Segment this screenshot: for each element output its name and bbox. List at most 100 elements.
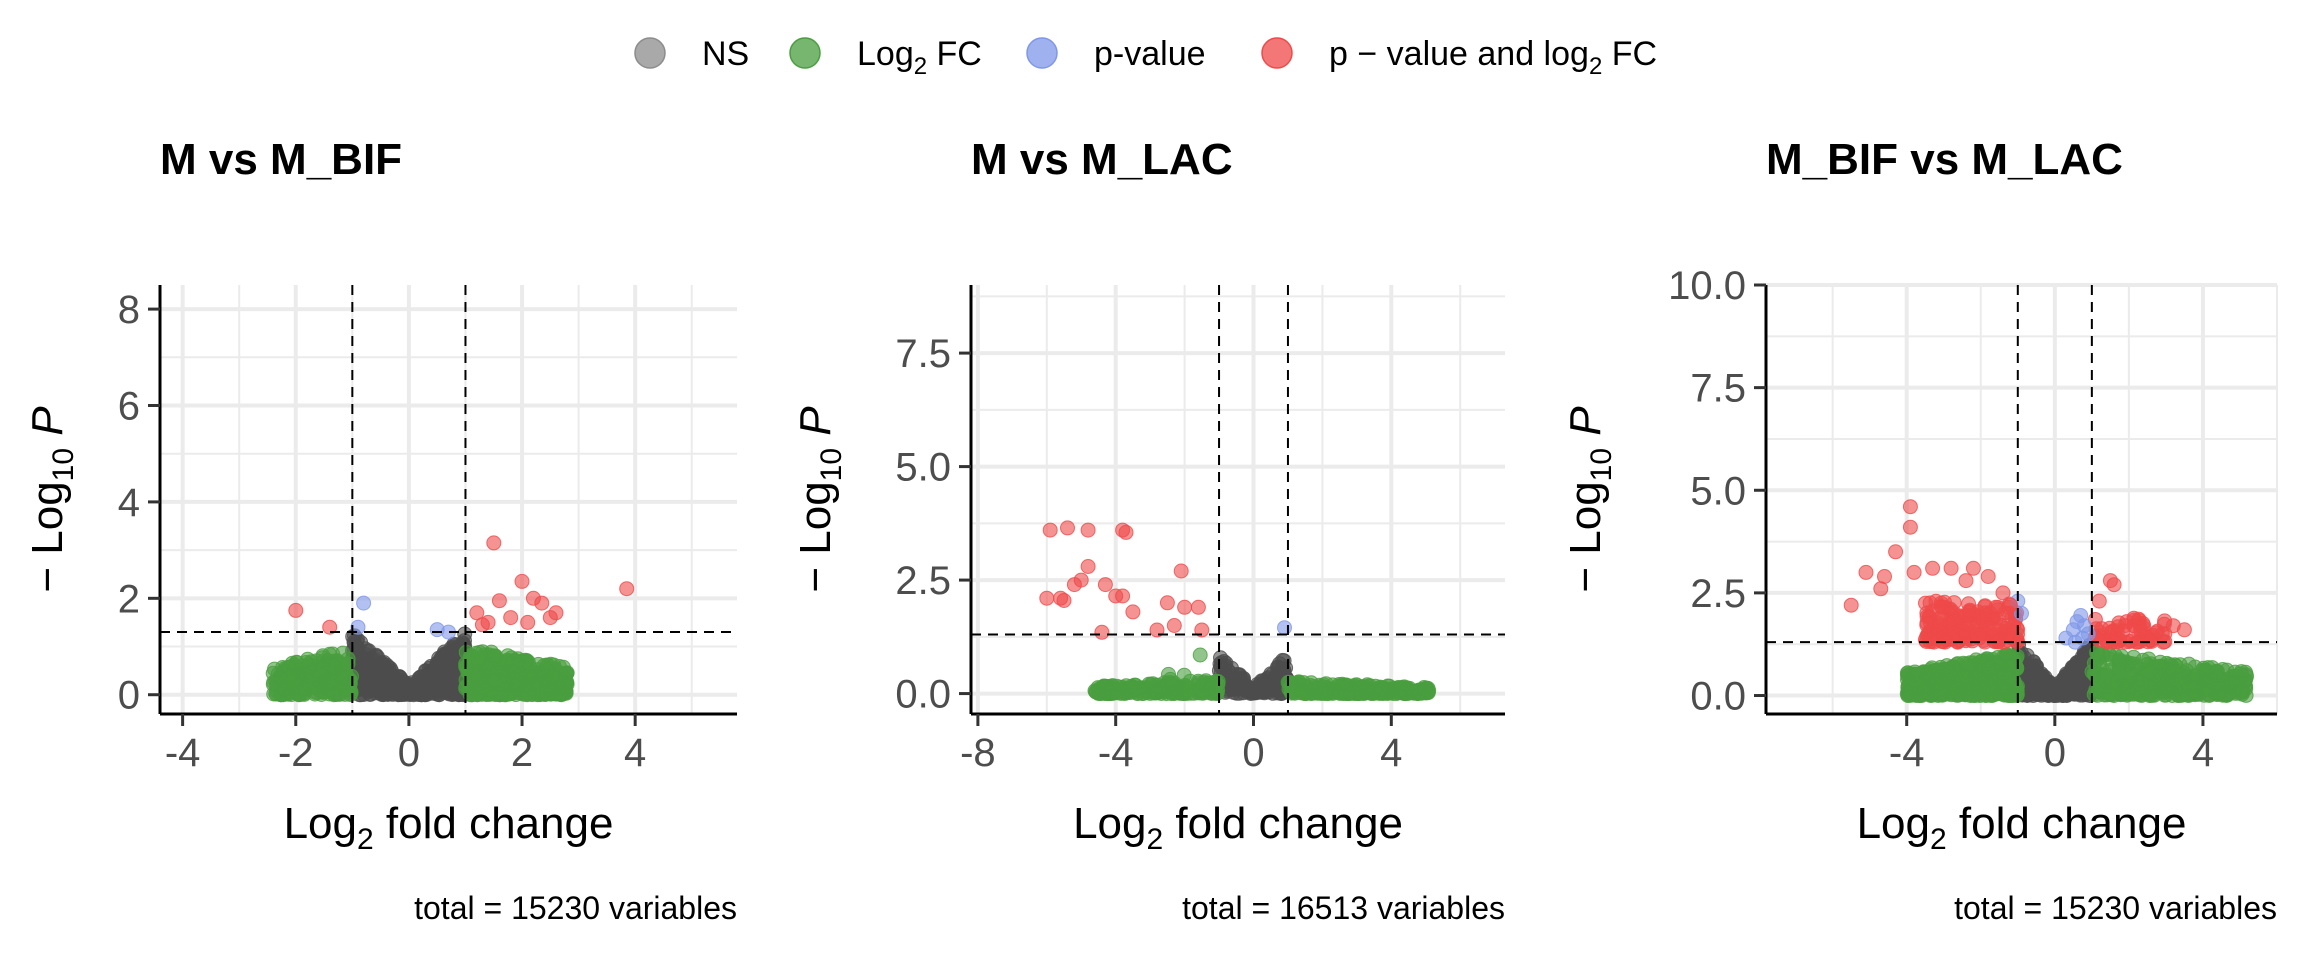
point-log2fc <box>1298 683 1314 699</box>
point-pvalue-and-log2fc <box>1925 560 1941 576</box>
point-pvalue-and-log2fc <box>2106 577 2122 593</box>
x-tick-label: -4 <box>1889 731 1925 775</box>
point-pvalue-and-log2fc <box>1946 595 1962 611</box>
legend-key-pfc <box>1261 37 1293 69</box>
point-ns <box>373 662 389 678</box>
legend-key-ns <box>634 37 666 69</box>
point-pvalue-and-log2fc <box>1980 569 1996 584</box>
point-pvalue-and-log2fc <box>1939 624 1955 640</box>
point-pvalue-and-log2fc <box>1933 595 1949 611</box>
point-log2fc <box>1339 678 1355 693</box>
legend-item-ns: NS <box>634 35 749 73</box>
point-pvalue-and-log2fc <box>1988 599 2004 615</box>
point-pvalue-and-log2fc <box>1094 624 1110 640</box>
x-tick-label: 4 <box>624 731 646 775</box>
point-log2fc <box>1176 667 1192 683</box>
panel-3: -4 0 4 0.0 2.5 5.0 7.5 10.0 M_BIF vs M_LAC Log2 f… <box>1561 135 2278 926</box>
legend-item-p: p-value <box>1026 35 1206 73</box>
point-pvalue-and-log2fc <box>1042 522 1058 538</box>
point-log2fc <box>2141 664 2157 680</box>
x-tick-label: 0 <box>1242 731 1264 775</box>
point-log2fc <box>2198 664 2214 680</box>
panel-caption: total = 15230 variables <box>1954 890 2277 926</box>
point-pvalue-and-log2fc <box>1080 559 1096 574</box>
point-log2fc <box>2170 673 2185 688</box>
point-ns <box>1229 677 1245 693</box>
point-ns <box>413 669 429 685</box>
point-pvalue-and-log2fc <box>1080 522 1096 538</box>
x-tick-label: 0 <box>2044 731 2066 775</box>
x-tick-label: -4 <box>1098 731 1134 775</box>
point-pvalue-and-log2fc <box>1060 520 1075 536</box>
point-pvalue-and-log2fc <box>1972 609 1988 625</box>
x-tick-label: 4 <box>2192 731 2214 775</box>
x-tick-label: 4 <box>1380 731 1402 775</box>
point-pvalue-and-log2fc <box>1902 519 1918 535</box>
panel-title: M vs M_LAC <box>971 135 1233 184</box>
point-log2fc <box>1905 674 1921 690</box>
point-log2fc <box>2238 687 2254 703</box>
x-tick-label: 0 <box>398 731 420 775</box>
grid <box>971 285 1505 714</box>
point-pvalue-and-log2fc <box>491 593 507 609</box>
point-pvalue-and-log2fc <box>474 617 490 633</box>
x-tick-label: -4 <box>165 731 201 775</box>
y-tick-label: 7.5 <box>895 332 951 376</box>
y-tick-label: 2.5 <box>1690 572 1746 616</box>
point-ns <box>2041 674 2057 690</box>
point-log2fc <box>2132 682 2148 698</box>
point-pvalue-and-log2fc <box>1902 499 1918 515</box>
point-pvalue-and-log2fc <box>2176 622 2192 638</box>
point-log2fc <box>551 672 567 688</box>
point-pvalue-and-log2fc <box>1843 597 1859 613</box>
point-pvalue-and-log2fc <box>1190 599 1206 615</box>
y-tick-label: 7.5 <box>1690 367 1746 411</box>
legend-item-fc: Log2 FC <box>789 35 982 80</box>
point-pvalue-and-log2fc <box>1965 560 1981 576</box>
y-tick-label: 0.0 <box>895 673 951 717</box>
point-log2fc <box>2233 666 2249 682</box>
y-tick-label: 6 <box>118 385 140 429</box>
point-pvalue-and-log2fc <box>1177 599 1193 615</box>
point-pvalue-and-log2fc <box>1918 595 1933 611</box>
point-pvalue-and-log2fc <box>486 535 502 551</box>
point-log2fc <box>488 685 504 701</box>
point-pvalue-and-log2fc <box>1888 544 1904 560</box>
point-pvalue <box>350 619 366 635</box>
point-log2fc <box>2101 686 2117 702</box>
y-tick-label: 2.5 <box>895 559 951 603</box>
point-log2fc <box>1995 681 2011 697</box>
point-pvalue-and-log2fc <box>1858 564 1874 580</box>
point-log2fc <box>1125 684 1141 700</box>
legend-label-fc: Log2 FC <box>857 35 982 80</box>
point-log2fc <box>306 680 322 696</box>
point-log2fc <box>1919 684 1934 700</box>
x-axis-label: Log2 fold change <box>1073 799 1403 856</box>
legend-item-pfc: p − value and log2 FC <box>1261 35 1657 80</box>
y-tick-label: 0 <box>118 674 140 718</box>
point-log2fc <box>1192 647 1208 663</box>
point-log2fc <box>1413 685 1429 701</box>
x-tick-label: -2 <box>278 731 314 775</box>
point-log2fc <box>2160 684 2176 700</box>
point-log2fc <box>343 684 359 700</box>
point-log2fc <box>1209 685 1225 701</box>
legend: NS Log2 FC p-value p − value and log2 FC <box>634 35 1657 80</box>
y-tick-label: 4 <box>118 481 140 525</box>
point-pvalue-and-log2fc <box>534 595 550 611</box>
point-ns <box>353 634 369 650</box>
panel-title: M vs M_BIF <box>160 135 402 184</box>
point-pvalue-and-log2fc <box>1873 581 1889 597</box>
point-ns <box>358 647 374 663</box>
legend-label-p: p-value <box>1094 35 1206 73</box>
point-pvalue-and-log2fc <box>1166 618 1182 633</box>
point-log2fc <box>1959 670 1975 686</box>
point-pvalue-and-log2fc <box>1073 572 1089 588</box>
point-pvalue-and-log2fc <box>1097 577 1113 593</box>
y-tick-label: 8 <box>118 288 140 332</box>
x-axis-label: Log2 fold change <box>1857 799 2187 856</box>
point-ns <box>1244 684 1260 700</box>
point-log2fc <box>496 674 512 690</box>
point-log2fc <box>538 662 553 678</box>
point-log2fc <box>300 658 316 674</box>
